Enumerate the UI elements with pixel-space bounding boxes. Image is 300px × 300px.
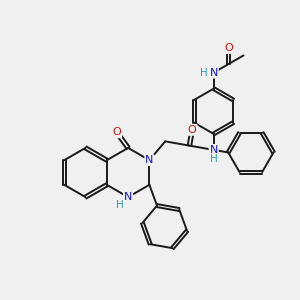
Text: O: O [224,43,233,53]
Text: H: H [210,154,218,164]
Text: N: N [124,192,132,202]
Text: N: N [145,155,154,165]
Text: O: O [188,125,197,135]
Text: N: N [209,145,218,155]
Text: H: H [200,68,208,78]
Text: H: H [116,200,124,211]
Text: O: O [112,127,121,137]
Text: N: N [209,68,218,78]
